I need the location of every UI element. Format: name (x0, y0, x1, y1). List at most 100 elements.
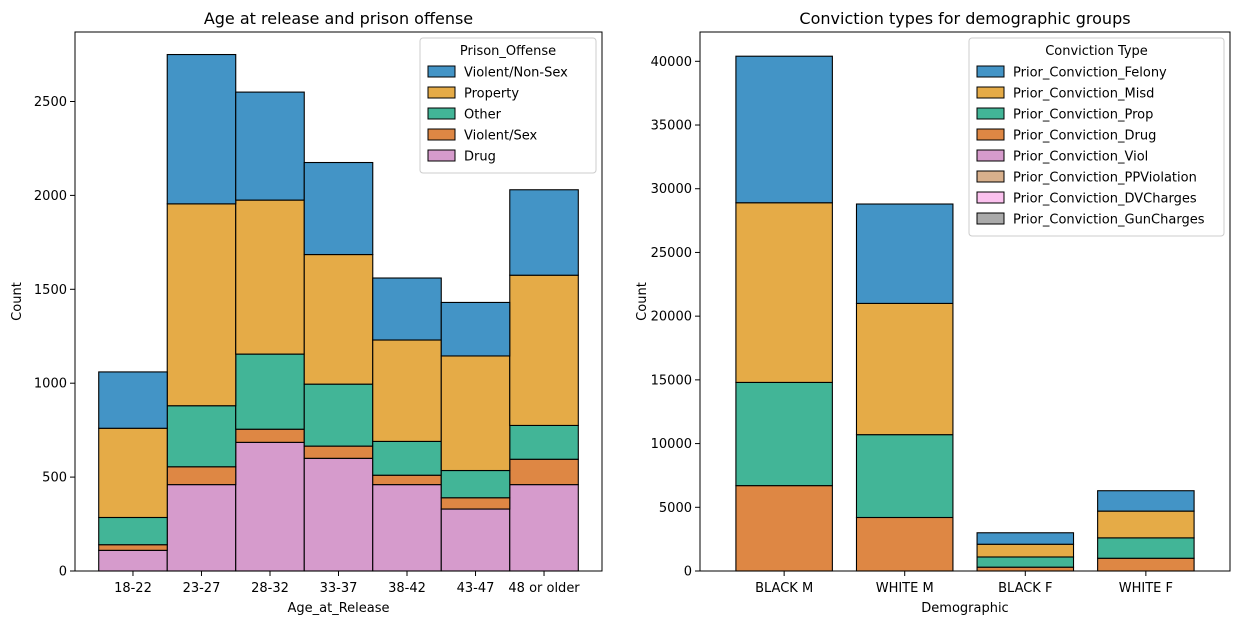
legend: Prison_Offense Violent/Non-Sex Property Oth… (419, 37, 597, 174)
bar-Violent/Sex-43-47 (440, 497, 511, 510)
bar-Violent/Non-Sex-28-32 (235, 91, 305, 201)
y-tick-label: 25000 (651, 246, 692, 261)
y-tick-label: 20000 (651, 310, 692, 325)
chart-title: Conviction types for demographic groups (799, 9, 1130, 28)
bar-Other-43-47 (440, 469, 511, 499)
bar-Prior_Conviction_Prop-WHITE M (855, 434, 954, 519)
y-tick-label: 2000 (34, 189, 67, 204)
legend-swatch-Violent/Non-Sex (427, 65, 456, 78)
bar-Drug-18-22 (98, 549, 168, 572)
x-tick-label: 43-47 (457, 581, 495, 596)
bar-Violent/Non-Sex-33-37 (303, 161, 374, 256)
bar-Prior_Conviction_Prop-BLACK M (735, 381, 833, 487)
legend-swatch-Prior_Conviction_GunCharges (976, 212, 1005, 225)
y-tick-label: 1500 (34, 283, 67, 298)
legend-label-Prior_Conviction_Drug: Prior_Conviction_Drug (1013, 129, 1156, 144)
bar-Violent/Non-Sex-43-47 (440, 301, 511, 357)
bar-Prior_Conviction_Felony-BLACK M (735, 55, 833, 204)
legend-label-Prior_Conviction_Misd: Prior_Conviction_Misd (1013, 87, 1154, 102)
bar-Violent/Non-Sex-48 or older (509, 189, 579, 276)
bar-Prior_Conviction_Drug-WHITE F (1097, 557, 1195, 572)
axes-frame (699, 31, 1231, 572)
y-tick-label: 0 (684, 565, 692, 580)
bar-Property-38-42 (372, 339, 442, 442)
bar-Prior_Conviction_Prop-WHITE F (1097, 537, 1195, 559)
bar-Drug-38-42 (372, 484, 442, 572)
bar-Other-28-32 (235, 353, 305, 430)
bar-Other-48 or older (509, 424, 579, 460)
chart-panel-1: 0 500 1000 1500 2000 2500 18-22 23-27 28-32 33-37… (10, 9, 603, 616)
y-tick-label: 0 (59, 565, 67, 580)
legend-swatch-Prior_Conviction_Prop (976, 107, 1005, 120)
legend-swatch-Drug (427, 149, 456, 162)
legend-label-Prior_Conviction_PPViolation: Prior_Conviction_PPViolation (1013, 171, 1197, 186)
y-tick-label: 2500 (34, 95, 67, 110)
chart-title: Age at release and prison offense (204, 9, 473, 28)
legend-title: Conviction Type (1045, 44, 1148, 59)
x-tick-label: BLACK M (755, 581, 813, 596)
bar-Drug-43-47 (440, 508, 511, 572)
legend-label-Other: Other (464, 108, 502, 123)
y-tick-label: 5000 (659, 501, 692, 516)
y-tick-label: 500 (42, 471, 67, 486)
x-tick-label: 18-22 (114, 581, 152, 596)
y-tick-label: 35000 (651, 119, 692, 134)
bar-Other-23-27 (166, 405, 237, 468)
y-tick-label: 10000 (651, 437, 692, 452)
y-tick-label: 30000 (651, 182, 692, 197)
legend-label-Drug: Drug (464, 150, 496, 165)
bar-Prior_Conviction_Prop-BLACK F (976, 556, 1075, 568)
x-tick-label: 38-42 (388, 581, 426, 596)
bar-Prior_Conviction_Misd-BLACK M (735, 202, 833, 383)
x-tick-label: BLACK F (998, 581, 1052, 596)
legend-swatch-Prior_Conviction_Drug (976, 128, 1005, 141)
legend-swatch-Prior_Conviction_Misd (976, 86, 1005, 99)
bar-Other-33-37 (303, 383, 374, 447)
bar-Drug-28-32 (235, 441, 305, 572)
bar-Property-23-27 (166, 203, 237, 407)
y-axis-label: Count (635, 282, 650, 321)
bar-Prior_Conviction_Misd-BLACK F (976, 543, 1075, 558)
bar-Property-48 or older (509, 274, 579, 426)
legend-swatch-Prior_Conviction_PPViolation (976, 170, 1005, 183)
legend-swatch-Prior_Conviction_Viol (976, 149, 1005, 162)
bar-Prior_Conviction_Misd-WHITE M (855, 302, 954, 436)
bar-Violent/Non-Sex-38-42 (372, 277, 442, 341)
bar-Violent/Sex-28-32 (235, 428, 305, 443)
bar-Violent/Sex-38-42 (372, 474, 442, 486)
x-tick-label: WHITE F (1119, 581, 1173, 596)
bar-Property-18-22 (98, 427, 168, 519)
x-tick-label: 33-37 (320, 581, 358, 596)
legend-label-Prior_Conviction_DVCharges: Prior_Conviction_DVCharges (1013, 192, 1197, 207)
bar-Violent/Non-Sex-23-27 (166, 53, 237, 205)
bar-Prior_Conviction_Drug-WHITE M (855, 516, 954, 572)
legend-swatch-Prior_Conviction_DVCharges (976, 191, 1005, 204)
y-tick-label: 1000 (34, 377, 67, 392)
legend-label-Prior_Conviction_GunCharges: Prior_Conviction_GunCharges (1013, 213, 1205, 228)
legend-label-Violent/Sex: Violent/Sex (464, 129, 538, 144)
bar-Prior_Conviction_Drug-BLACK F (976, 566, 1075, 572)
bar-Other-18-22 (98, 516, 168, 546)
legend-swatch-Prior_Conviction_Felony (976, 65, 1005, 78)
legend-label-Violent/Non-Sex: Violent/Non-Sex (464, 66, 568, 81)
x-tick-label: 23-27 (183, 581, 221, 596)
legend-label-Property: Property (464, 87, 519, 102)
bar-Prior_Conviction_Felony-BLACK F (976, 532, 1075, 545)
bar-Violent/Sex-23-27 (166, 466, 237, 486)
legend-swatch-Other (427, 107, 456, 120)
bar-Prior_Conviction_Felony-WHITE F (1097, 490, 1195, 512)
bar-Violent/Sex-48 or older (509, 458, 579, 486)
bar-Prior_Conviction_Drug-BLACK M (735, 485, 833, 572)
legend-title: Prison_Offense (460, 44, 556, 59)
x-axis-label: Age_at_Release (287, 601, 389, 616)
bar-Drug-48 or older (509, 484, 579, 572)
legend-swatch-Violent/Sex (427, 128, 456, 141)
bar-Other-38-42 (372, 440, 442, 476)
y-tick-label: 40000 (651, 55, 692, 70)
y-axis-label: Count (10, 282, 25, 321)
bar-Property-43-47 (440, 355, 511, 472)
x-tick-label: 48 or older (508, 581, 580, 596)
bar-Property-33-37 (303, 254, 374, 385)
bar-Prior_Conviction_Felony-WHITE M (855, 203, 954, 304)
